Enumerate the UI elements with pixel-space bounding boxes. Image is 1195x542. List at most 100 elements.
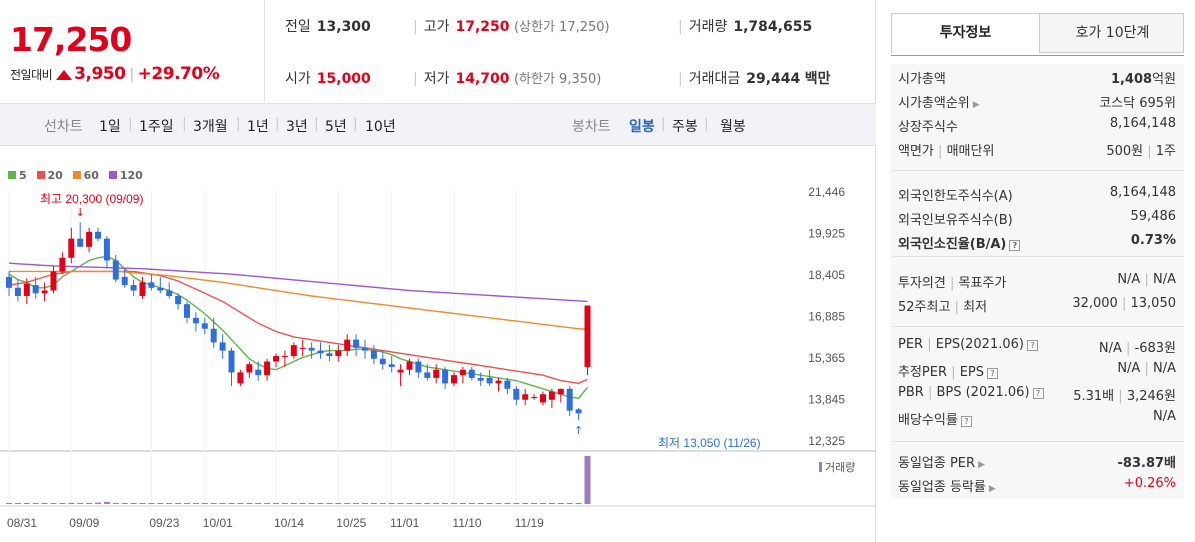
candle-body <box>504 380 511 389</box>
legend-ma60[interactable]: 60 <box>72 169 99 182</box>
volume-bar <box>86 503 93 504</box>
summary-row-1: 전일 13,300 | 고가 17,250 (상한가 17,250) | 거래량 1,78… <box>285 19 813 35</box>
candle-body <box>157 287 164 291</box>
volume-bar <box>548 503 555 504</box>
candle-body <box>86 231 93 247</box>
price-box: 17,250 전일대비 3,950 | +29.70% <box>0 0 265 104</box>
candle-body <box>468 369 475 378</box>
candle-body <box>130 285 137 291</box>
volume-bar <box>326 503 333 504</box>
volume-bar <box>557 503 564 504</box>
candle-body <box>201 323 208 329</box>
candle-body <box>406 361 413 370</box>
volume-bar <box>406 503 413 504</box>
high-price: 17,250 <box>455 19 510 35</box>
volume-bar <box>201 503 208 504</box>
volume-bar <box>459 503 466 504</box>
tab-weekly[interactable]: 주봉 <box>672 119 698 135</box>
x-tick-label: 11/19 <box>515 516 544 530</box>
valuation-section: PER | EPS(2021.06)? N/A | -683원 추정PER | E… <box>891 327 1184 442</box>
volume-bar <box>531 503 538 504</box>
volume-bar <box>121 503 128 504</box>
candle-body <box>219 342 226 351</box>
volume-bar <box>14 503 21 504</box>
volume-bar <box>353 503 360 504</box>
tab-orderbook[interactable]: 호가 10단계 <box>1075 25 1150 41</box>
volume-bar <box>23 503 30 504</box>
volume-bar <box>32 503 39 504</box>
candle-body <box>121 276 128 286</box>
volume-bar <box>299 503 306 504</box>
legend-ma120[interactable]: 120 <box>108 169 143 182</box>
candle-body <box>424 372 431 378</box>
candle-body <box>166 290 173 296</box>
candle-body <box>353 339 360 348</box>
up-arrow-icon <box>56 70 73 80</box>
x-tick-label: 10/01 <box>203 516 233 530</box>
ma-legend: 5 20 60 120 <box>8 169 149 182</box>
candle-body <box>486 377 493 384</box>
chart-panel: 17,250 전일대비 3,950 | +29.70% 전일 13,300 | 고가 17,… <box>0 0 876 542</box>
candle-body <box>103 238 110 261</box>
candle-body <box>175 295 182 305</box>
help-icon: ? <box>1009 240 1021 251</box>
tab-daily[interactable]: 일봉 <box>629 119 655 135</box>
candle-body <box>344 339 351 351</box>
volume-bar <box>566 503 573 504</box>
tab-3month[interactable]: 3개월 <box>193 119 228 135</box>
candle-body <box>299 347 306 349</box>
trade-amount: 29,444 <box>746 71 801 87</box>
legend-ma5[interactable]: 5 <box>8 169 27 182</box>
tab-monthly[interactable]: 월봉 <box>720 119 746 135</box>
volume-bar <box>77 503 84 504</box>
candle-body <box>210 328 217 343</box>
volume-bar <box>255 503 262 504</box>
volume-bar <box>273 503 279 504</box>
volume-bar <box>379 503 386 504</box>
volume-bar <box>68 502 75 504</box>
candlestick-chart[interactable]: 21,446 19,925 18,405 16,885 15,365 13,845 12,3… <box>0 146 876 542</box>
volume-bar <box>192 503 199 504</box>
tab-1year[interactable]: 1년 <box>247 119 269 135</box>
upper-limit: (상한가 17,250) <box>513 20 610 35</box>
volume-bar <box>433 503 440 504</box>
ma-line-60 <box>9 270 588 330</box>
volume-bar <box>451 503 457 504</box>
candle-body <box>290 345 297 357</box>
volume: 1,784,655 <box>733 19 813 35</box>
high-annotation: 최고 20,300 (09/09) <box>40 192 143 206</box>
prev-close: 13,300 <box>316 19 371 35</box>
tab-10year[interactable]: 10년 <box>365 119 396 135</box>
quote-summary: 전일 13,300 | 고가 17,250 (상한가 17,250) | 거래량 1,78… <box>265 0 876 104</box>
candle-body <box>184 304 190 318</box>
volume-bar <box>486 503 493 504</box>
tab-3year[interactable]: 3년 <box>286 119 308 135</box>
volume-bar <box>495 503 502 504</box>
volume-bar <box>442 503 449 504</box>
legend-ma20[interactable]: 20 <box>36 169 63 182</box>
volume-bar <box>246 503 253 504</box>
volume-bar <box>317 503 324 504</box>
y-tick-label: 18,405 <box>808 268 845 282</box>
tab-invest-info[interactable]: 투자정보 <box>892 14 1040 53</box>
tab-1day[interactable]: 1일 <box>99 119 121 135</box>
y-tick-label: 15,365 <box>808 351 845 365</box>
tab-5year[interactable]: 5년 <box>325 119 347 135</box>
candle-body <box>477 377 484 381</box>
candle-body <box>6 276 12 288</box>
volume-legend: 거래량 <box>825 461 855 474</box>
candle-body <box>566 388 573 411</box>
y-tick-label: 21,446 <box>808 185 845 199</box>
x-tick-label: 10/25 <box>336 516 366 530</box>
candle-body <box>148 282 155 288</box>
candle-body <box>379 358 386 365</box>
candle-body <box>77 238 84 247</box>
candle-body <box>41 290 48 294</box>
volume-bar <box>175 503 182 504</box>
volume-bar <box>237 503 244 504</box>
volume-bar <box>424 503 431 504</box>
candle-body <box>335 350 342 357</box>
candle-body <box>95 231 101 239</box>
tab-1week[interactable]: 1주일 <box>139 119 174 135</box>
volume-bar <box>522 503 529 504</box>
